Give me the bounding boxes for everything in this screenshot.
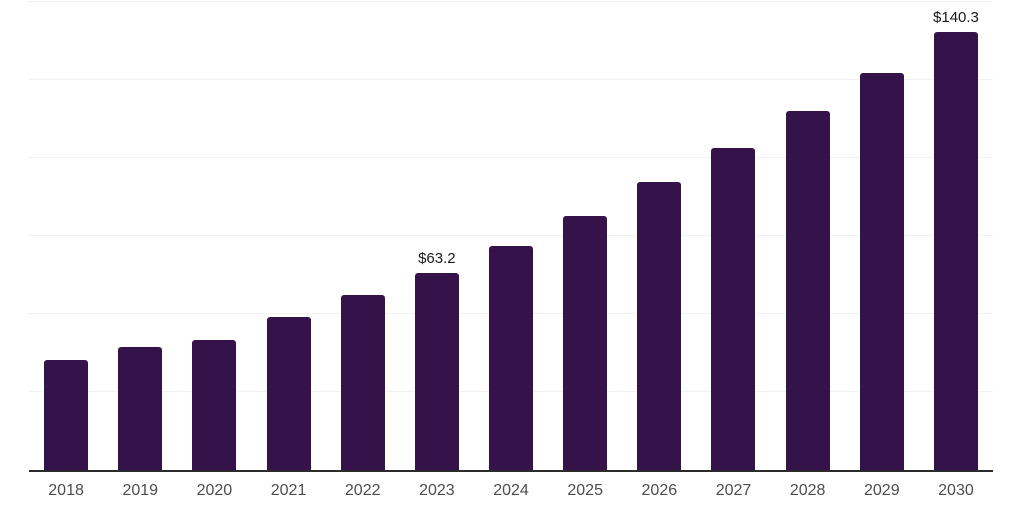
bar-group-2027	[696, 2, 770, 470]
x-tick-label-2019: 2019	[122, 482, 159, 499]
bar-group-2018	[29, 2, 103, 470]
data-label-2023: $63.2	[418, 249, 456, 267]
gridline-y-75	[29, 235, 993, 236]
bar-2018	[44, 359, 89, 470]
x-tick-label-2025: 2025	[567, 482, 603, 499]
bar-2022	[340, 295, 385, 470]
gridline-y-125	[29, 79, 993, 80]
bar-2021	[266, 316, 311, 470]
bar-2025	[563, 215, 608, 470]
bar-group-2028	[771, 2, 845, 470]
x-tick-label-2026: 2026	[641, 482, 678, 499]
gridline-y-150	[29, 1, 993, 2]
bar-2019	[118, 347, 163, 470]
bar-group-2026	[622, 2, 696, 470]
x-tick-label-2028: 2028	[789, 482, 826, 499]
x-axis-labels: 2018 2019 2020 2021 2022 2023 2024 2025 2026 2027…	[29, 480, 993, 502]
bar-group-2024	[474, 2, 548, 470]
x-tick-label-2029: 2029	[864, 482, 900, 499]
bar-2027	[711, 148, 756, 470]
bar-2028	[785, 110, 830, 470]
bar-2020	[192, 339, 237, 470]
gridline-y-100	[29, 157, 993, 158]
bars-row: $63.2 $140.3	[29, 2, 993, 470]
x-tick-label-2030: 2030	[938, 482, 974, 499]
x-tick-label-2020: 2020	[196, 482, 233, 499]
x-tick-label-2027: 2027	[715, 482, 752, 499]
bar-2023	[414, 272, 459, 470]
bar-group-2022	[326, 2, 400, 470]
x-tick-label-2021: 2021	[270, 482, 307, 499]
bar-group-2023: $63.2	[400, 2, 474, 470]
x-tick-label-2024: 2024	[493, 482, 529, 499]
plot-area: $63.2 $140.3	[29, 1, 993, 472]
bar-2026	[637, 182, 682, 470]
x-tick-label-2023: 2023	[419, 482, 455, 499]
data-label-2030: $140.3	[933, 9, 979, 27]
bar-2029	[859, 72, 904, 470]
bar-2030	[933, 32, 978, 470]
bar-group-2025	[548, 2, 622, 470]
bar-2024	[489, 246, 534, 470]
bar-group-2020	[177, 2, 251, 470]
bar-group-2019	[103, 2, 177, 470]
x-tick-label-2022: 2022	[344, 482, 381, 499]
x-tick-label-2018: 2018	[48, 482, 84, 499]
bar-group-2030: $140.3	[919, 2, 993, 470]
bar-group-2029	[845, 2, 919, 470]
bar-group-2021	[251, 2, 325, 470]
